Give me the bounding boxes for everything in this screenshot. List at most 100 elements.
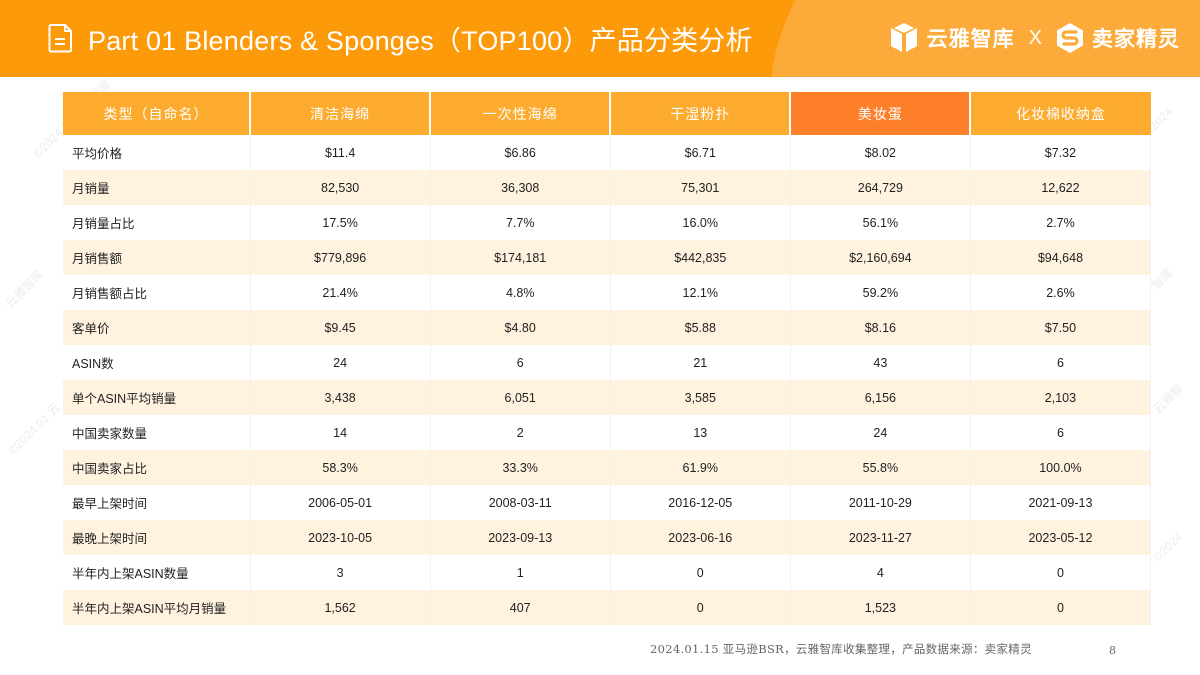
table-cell: 2 [430, 415, 611, 450]
table-cell: 75,301 [610, 170, 791, 205]
yunya-logo-icon [890, 23, 917, 52]
table-cell: 2.6% [970, 275, 1152, 310]
table-row: 半年内上架ASIN数量 3 1 0 4 0 [63, 555, 1152, 590]
table-cell: 1,523 [790, 590, 971, 625]
table-cell: 17.5% [250, 205, 431, 240]
table-cell: $7.50 [970, 310, 1152, 345]
row-label: 中国卖家占比 [63, 450, 251, 485]
title-group: Part 01 Blenders & Sponges（TOP100）产品分类分析 [48, 18, 753, 58]
watermark: 智库 [1148, 265, 1176, 293]
table-cell: $11.4 [250, 135, 431, 170]
brand-sellersprite: 卖家精灵 [1092, 28, 1180, 51]
brand-logos: 云雅智库 X 卖家精灵 [889, 18, 1180, 58]
table-cell: 3 [250, 555, 431, 590]
row-label: 客单价 [63, 310, 251, 345]
row-label: 月销售额 [63, 240, 251, 275]
table-cell: 0 [610, 555, 791, 590]
page-title: Part 01 Blenders & Sponges（TOP100）产品分类分析 [88, 25, 753, 56]
table-row: 客单价 $9.45 $4.80 $5.88 $8.16 $7.50 [63, 310, 1152, 345]
table-cell: 6 [970, 415, 1152, 450]
row-label: 半年内上架ASIN数量 [63, 555, 251, 590]
table-cell: $6.86 [430, 135, 611, 170]
row-label: 月销量占比 [63, 205, 251, 240]
page-number: 8 [1109, 644, 1116, 657]
table-cell: 6,051 [430, 380, 611, 415]
table-cell: 58.3% [250, 450, 431, 485]
table-cell: 4 [790, 555, 971, 590]
column-header-beauty-blender: 美妆蛋 [790, 92, 972, 135]
table-row: 最早上架时间 2006-05-01 2008-03-11 2016-12-05 2011… [63, 485, 1152, 520]
table-cell: 1 [430, 555, 611, 590]
table-cell: $174,181 [430, 240, 611, 275]
table-row: 单个ASIN平均销量 3,438 6,051 3,585 6,156 2,103 [63, 380, 1152, 415]
table-cell: $442,835 [610, 240, 791, 275]
row-label: 最晚上架时间 [63, 520, 251, 555]
table-row: 半年内上架ASIN平均月销量 1,562 407 0 1,523 0 [63, 590, 1152, 625]
table-row: 中国卖家占比 58.3% 33.3% 61.9% 55.8% 100.0% [63, 450, 1152, 485]
column-header-disposable-sponge: 一次性海绵 [430, 92, 612, 135]
table-cell: 61.9% [610, 450, 791, 485]
table-cell: $8.02 [790, 135, 971, 170]
table-cell: 43 [790, 345, 971, 380]
table-cell: 1,562 [250, 590, 431, 625]
table-cell: 6 [430, 345, 611, 380]
brand-yunya: 云雅智库 [926, 28, 1015, 51]
table-cell: 2021-09-13 [970, 485, 1152, 520]
table-row: 平均价格 $11.4 $6.86 $6.71 $8.02 $7.32 [63, 135, 1152, 170]
column-header-powder-puff: 干湿粉扑 [610, 92, 792, 135]
table-cell: $8.16 [790, 310, 971, 345]
table-cell: 6 [970, 345, 1152, 380]
table-row: 月销售额 $779,896 $174,181 $442,835 $2,160,694 $9… [63, 240, 1152, 275]
row-label: 半年内上架ASIN平均月销量 [63, 590, 251, 625]
table-cell: $94,648 [970, 240, 1152, 275]
table-cell: $7.32 [970, 135, 1152, 170]
row-label: 最早上架时间 [63, 485, 251, 520]
watermark: ©2024 [1150, 529, 1186, 565]
table-cell: 2.7% [970, 205, 1152, 240]
table-cell: 55.8% [790, 450, 971, 485]
table-cell: $2,160,694 [790, 240, 971, 275]
table-cell: 6,156 [790, 380, 971, 415]
column-header-cotton-pad-box: 化妆棉收纳盒 [970, 92, 1151, 135]
table-cell: 14 [250, 415, 431, 450]
sellersprite-logo-icon [1057, 23, 1083, 53]
table-cell: 2023-05-12 [970, 520, 1152, 555]
watermark: ©2024.01 云 [5, 400, 63, 458]
table-cell: 21.4% [250, 275, 431, 310]
table-cell: 24 [790, 415, 971, 450]
watermark: 云雅智库 [2, 266, 47, 311]
table-cell: $779,896 [250, 240, 431, 275]
table-cell: 16.0% [610, 205, 791, 240]
table-row: 月销售额占比 21.4% 4.8% 12.1% 59.2% 2.6% [63, 275, 1152, 310]
table-cell: 0 [970, 555, 1152, 590]
table-cell: 2016-12-05 [610, 485, 791, 520]
table-row: 最晚上架时间 2023-10-05 2023-09-13 2023-06-16 2023… [63, 520, 1152, 555]
row-label: 月销量 [63, 170, 251, 205]
table-cell: 407 [430, 590, 611, 625]
table-cell: 0 [970, 590, 1152, 625]
column-header-type: 类型（自命名） [63, 92, 252, 135]
table-cell: 12,622 [970, 170, 1152, 205]
table-cell: 2023-06-16 [610, 520, 791, 555]
table-cell: 13 [610, 415, 791, 450]
table-cell: 3,585 [610, 380, 791, 415]
table-cell: 2023-11-27 [790, 520, 971, 555]
table-cell: $4.80 [430, 310, 611, 345]
decorative-swoosh [770, 0, 1200, 77]
column-header-cleaning-sponge: 清洁海绵 [250, 92, 432, 135]
table-cell: 3,438 [250, 380, 431, 415]
table-cell: $6.71 [610, 135, 791, 170]
table-cell: 12.1% [610, 275, 791, 310]
document-icon [48, 24, 72, 53]
table-header-row: 类型（自命名） 清洁海绵 一次性海绵 干湿粉扑 美妆蛋 化妆棉收纳盒 [63, 92, 1151, 135]
table-cell: 33.3% [430, 450, 611, 485]
row-label: 月销售额占比 [63, 275, 251, 310]
table-cell: 56.1% [790, 205, 971, 240]
table-cell: 21 [610, 345, 791, 380]
table-row: 月销量 82,530 36,308 75,301 264,729 12,622 [63, 170, 1152, 205]
table-cell: 36,308 [430, 170, 611, 205]
table-cell: 100.0% [970, 450, 1152, 485]
watermark: 云雅智 [1150, 381, 1187, 417]
table-cell: 2023-09-13 [430, 520, 611, 555]
source-note: 2024.01.15 亚马逊BSR，云雅智库收集整理，产品数据来源：卖家精灵 [650, 642, 1032, 656]
